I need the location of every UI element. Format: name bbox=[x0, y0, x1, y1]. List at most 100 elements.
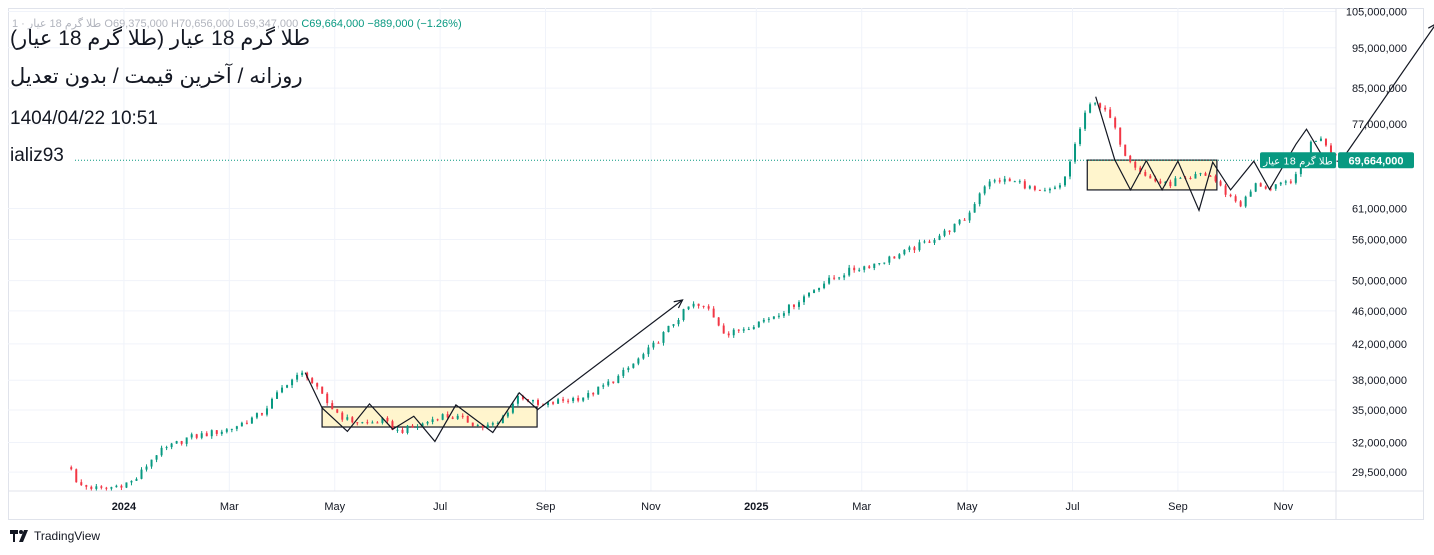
symbol-faded: طلا گرم 18 عیار · 1 bbox=[12, 18, 102, 30]
candle-body bbox=[797, 302, 800, 307]
candle-body bbox=[286, 385, 289, 388]
candle-body bbox=[215, 430, 218, 434]
candle-body bbox=[602, 385, 605, 387]
candle-body bbox=[491, 423, 494, 425]
chart-author: ializ93 bbox=[10, 145, 64, 166]
candle-body bbox=[1003, 178, 1006, 182]
candle-body bbox=[808, 292, 811, 297]
y-tick-label: 42,000,000 bbox=[1352, 339, 1407, 351]
target-arrow-line bbox=[1340, 25, 1434, 161]
candle-body bbox=[762, 319, 765, 322]
candle-body bbox=[1079, 128, 1082, 145]
candle-body bbox=[1089, 104, 1092, 113]
target-arrow-head bbox=[1427, 24, 1434, 29]
candle-body bbox=[823, 283, 826, 289]
candle-body bbox=[281, 387, 284, 393]
candle-body bbox=[1094, 103, 1097, 105]
candle-body bbox=[893, 256, 896, 259]
candle-body bbox=[276, 392, 279, 399]
candle-body bbox=[240, 422, 243, 427]
y-tick-label: 46,000,000 bbox=[1352, 306, 1407, 318]
candle-body bbox=[772, 316, 775, 319]
zigzag-pattern bbox=[1095, 96, 1342, 213]
candle-body bbox=[908, 247, 911, 250]
candle-body bbox=[692, 303, 695, 307]
candle-body bbox=[792, 304, 795, 307]
candle-body bbox=[687, 306, 690, 310]
candle-body bbox=[135, 478, 138, 481]
candle-body bbox=[843, 275, 846, 278]
candle-body bbox=[848, 267, 851, 276]
candle-body bbox=[552, 402, 555, 404]
candle-body bbox=[311, 378, 314, 384]
candle-body bbox=[737, 329, 740, 331]
candle-body bbox=[918, 242, 921, 251]
candle-body bbox=[185, 437, 188, 444]
candle-body bbox=[1284, 181, 1287, 183]
candle-body bbox=[1119, 127, 1122, 145]
candle-body bbox=[351, 417, 354, 423]
y-tick-label: 32,000,000 bbox=[1352, 438, 1407, 450]
candle-body bbox=[536, 399, 539, 405]
candle-body bbox=[150, 459, 153, 467]
candle-body bbox=[642, 354, 645, 359]
candle-body bbox=[1023, 181, 1026, 189]
candle-body bbox=[913, 247, 916, 251]
candle-body bbox=[732, 329, 735, 336]
y-tick-label: 61,000,000 bbox=[1352, 203, 1407, 215]
candle-body bbox=[1144, 171, 1147, 176]
candle-body bbox=[245, 422, 248, 424]
candle-body bbox=[331, 403, 334, 410]
x-tick-label: Sep bbox=[536, 501, 556, 513]
candle-body bbox=[572, 398, 575, 402]
candle-body bbox=[818, 288, 821, 291]
candle-body bbox=[516, 396, 519, 404]
series-name-badge bbox=[1260, 152, 1336, 169]
x-tick-label: Jul bbox=[1065, 501, 1079, 513]
candle-body bbox=[1319, 138, 1322, 141]
candle-body bbox=[426, 421, 429, 424]
candle-body bbox=[356, 422, 359, 424]
candle-body bbox=[978, 193, 981, 205]
chart-frame bbox=[8, 8, 1424, 520]
candle-body bbox=[873, 263, 876, 268]
candle-body bbox=[90, 486, 93, 489]
candle-body bbox=[702, 305, 705, 307]
candle-body bbox=[712, 308, 715, 318]
candle-body bbox=[1114, 117, 1117, 128]
axes: 105,000,000 95,000,000 85,000,000 77,000,00… bbox=[8, 6, 1424, 520]
x-tick-label: Nov bbox=[1274, 501, 1294, 513]
candle-body bbox=[301, 372, 304, 375]
candle-body bbox=[411, 425, 414, 428]
candle-body bbox=[270, 398, 273, 409]
candle-body bbox=[868, 266, 871, 268]
candle-body bbox=[627, 367, 630, 370]
candle-body bbox=[928, 241, 931, 243]
candle-body bbox=[130, 480, 133, 483]
candle-body bbox=[100, 486, 103, 488]
candle-body bbox=[612, 381, 615, 383]
candle-body bbox=[1179, 177, 1182, 179]
candle-body bbox=[511, 403, 514, 413]
candle-body bbox=[1234, 196, 1237, 202]
last-price-badge bbox=[1338, 152, 1414, 169]
series-name-label: طلا گرم 18 عیار bbox=[1262, 155, 1333, 167]
candle-body bbox=[1244, 196, 1247, 207]
candle-body bbox=[145, 466, 148, 470]
candle-body bbox=[1259, 183, 1262, 187]
x-tick-label: Sep bbox=[1168, 501, 1188, 513]
tradingview-brand[interactable]: TradingView bbox=[10, 529, 100, 543]
brand-name: TradingView bbox=[34, 529, 101, 543]
candle-body bbox=[1033, 186, 1036, 190]
candle-body bbox=[291, 379, 294, 386]
candle-body bbox=[1329, 145, 1332, 154]
candle-body bbox=[496, 423, 499, 425]
y-tick-label: 105,000,000 bbox=[1346, 6, 1407, 18]
candle-body bbox=[205, 433, 208, 437]
candle-body bbox=[983, 186, 986, 194]
candle-body bbox=[1309, 141, 1312, 156]
candle-body bbox=[371, 422, 374, 424]
candle-body bbox=[1028, 186, 1031, 189]
candle-body bbox=[466, 415, 469, 423]
